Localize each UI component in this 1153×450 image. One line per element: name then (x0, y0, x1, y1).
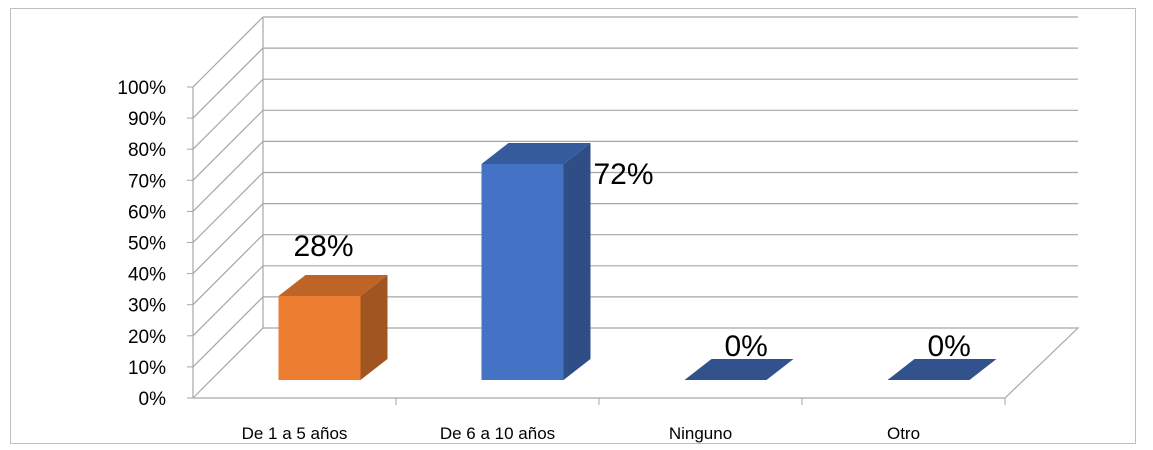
gridline-side (192, 234, 264, 306)
gridline-side (192, 109, 264, 181)
bar (278, 275, 388, 380)
gridline-side (192, 140, 264, 212)
y-tick-label: 50% (128, 234, 166, 255)
data-label: 0% (725, 330, 768, 363)
y-tick-label: 60% (128, 202, 166, 223)
y-tick-label: 70% (128, 171, 166, 192)
gridline-side (192, 47, 264, 119)
data-label: 72% (594, 158, 654, 191)
x-tick-label: Ninguno (669, 424, 732, 443)
y-axis-ticks: 0% 10% 20% 30% 40% 50% 60% 70% 80% 90% 100% (117, 78, 193, 410)
floor-outline (192, 327, 1080, 399)
gridline-side (192, 78, 264, 150)
data-label: 28% (294, 230, 354, 263)
bar-top (481, 143, 591, 164)
gridlines (192, 16, 1080, 399)
bar-front (481, 164, 564, 380)
bar (481, 143, 591, 380)
y-tick-label: 80% (128, 140, 166, 161)
gridline-side (192, 16, 264, 88)
bar (684, 359, 794, 380)
bar-top (887, 359, 997, 380)
y-tick-label: 100% (117, 78, 166, 99)
data-labels: 28% 72% 0% 0% (294, 158, 971, 363)
y-tick-label: 40% (128, 265, 166, 286)
y-tick-label: 30% (128, 296, 166, 317)
bar (887, 359, 997, 380)
data-label: 0% (928, 330, 971, 363)
x-axis-ticks: De 1 a 5 años De 6 a 10 años Ninguno Otro (242, 398, 1006, 443)
bars (278, 143, 997, 380)
x-tick-label: De 6 a 10 años (440, 424, 555, 443)
y-tick-label: 0% (139, 389, 167, 410)
bar-side (360, 275, 388, 380)
gridline-side (192, 265, 264, 337)
y-tick-label: 10% (128, 358, 166, 379)
bar-top (684, 359, 794, 380)
y-tick-label: 20% (128, 327, 166, 348)
gridline-side (192, 296, 264, 368)
bar-front (278, 296, 361, 380)
bar-top (278, 275, 388, 296)
y-tick-label: 90% (128, 109, 166, 130)
bar-side (563, 143, 591, 380)
gridline-side (192, 172, 264, 243)
x-tick-label: Otro (887, 424, 920, 443)
gridline-side (192, 203, 264, 275)
x-tick-label: De 1 a 5 años (242, 424, 348, 443)
